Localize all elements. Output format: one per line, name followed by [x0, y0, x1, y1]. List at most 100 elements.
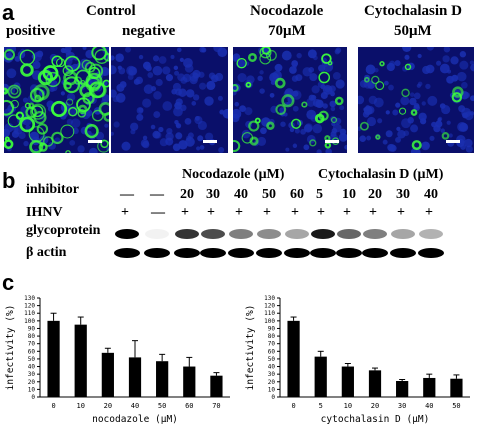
nucleus-spot: [332, 72, 341, 80]
infected-cell-spot: [25, 106, 37, 119]
nucleus-spot: [448, 133, 453, 138]
infected-cell-spot: [36, 123, 49, 135]
nucleus-spot: [322, 103, 328, 109]
nucleus-spot: [196, 146, 201, 151]
y-tick-label: 110: [24, 310, 35, 317]
inhibitor-dose-label: 60: [290, 187, 304, 202]
nucleus-spot: [217, 47, 228, 58]
cytochalasin-label: Cytochalasin D: [364, 3, 462, 19]
x-tick-label: 10: [344, 402, 352, 410]
nucleus-spot: [426, 47, 434, 51]
cytochalasin-header: Cytochalasin D (μM): [318, 167, 444, 182]
infected-cell-spot: [4, 139, 14, 150]
nucleus-spot: [104, 123, 109, 128]
nucleus-spot: [409, 97, 417, 106]
actin-band: [336, 248, 362, 258]
nucleus-spot: [395, 102, 401, 108]
nucleus-spot: [142, 98, 152, 108]
nucleus-spot: [175, 122, 180, 128]
nucleus-spot: [416, 83, 422, 88]
bar: [156, 361, 169, 397]
nucleus-spot: [162, 66, 171, 75]
nucleus-spot: [186, 135, 192, 142]
nucleus-spot: [394, 60, 401, 67]
nucleus-spot: [165, 132, 174, 141]
nucleus-spot: [192, 69, 201, 79]
nucleus-spot: [179, 57, 184, 62]
infected-cell-spot: [64, 55, 81, 72]
nucleus-spot: [330, 106, 336, 112]
infected-cell-spot: [31, 105, 44, 118]
nucleus-spot: [25, 124, 31, 131]
nucleus-spot: [175, 132, 183, 140]
nucleus-spot: [173, 106, 183, 117]
nucleus-spot: [384, 80, 389, 86]
micrograph-cytochalasin-svg: [358, 47, 474, 153]
inhibitor-dose-label: 40: [424, 187, 438, 202]
y-tick-label: 120: [264, 303, 275, 310]
infected-cell-spot: [371, 75, 380, 85]
nucleus-spot: [457, 121, 467, 132]
nucleus-spot: [204, 96, 214, 106]
scale-bar: [203, 140, 217, 143]
nucleus-spot: [186, 89, 195, 98]
y-tick-label: 120: [24, 303, 35, 310]
glycoprotein-band: [311, 229, 335, 239]
y-tick-label: 70: [268, 341, 276, 348]
nucleus-spot: [459, 60, 469, 70]
nucleus-spot: [140, 139, 149, 148]
nucleus-spot: [324, 86, 331, 93]
nucleus-spot: [417, 53, 422, 59]
nucleus-spot: [138, 54, 144, 60]
nucleus-spot: [464, 138, 473, 148]
nucleus-spot: [439, 63, 450, 74]
nucleus-spot: [374, 67, 379, 73]
infected-cell-spot: [77, 108, 87, 118]
infected-cell-spot: [259, 52, 272, 65]
nucleus-spot: [127, 74, 134, 80]
glycoprotein-band: [419, 229, 443, 239]
nucleus-spot: [395, 136, 401, 143]
x-tick-label: 40: [425, 402, 433, 410]
nucleus-spot: [14, 55, 21, 62]
nucleus-spot: [344, 144, 347, 150]
nucleus-spot: [365, 64, 376, 75]
nucleus-spot: [385, 110, 390, 115]
nucleus-spot: [429, 135, 435, 141]
nucleus-spot: [218, 147, 225, 153]
nucleus-spot: [155, 78, 163, 87]
nucleus-spot: [396, 126, 401, 132]
nucleus-spot: [433, 124, 441, 133]
y-tick-label: 10: [28, 386, 36, 393]
nucleus-spot: [410, 124, 419, 133]
nucleus-spot: [48, 141, 56, 150]
nucleus-spot: [23, 140, 29, 147]
nucleus-spot: [427, 95, 438, 106]
infected-cell-spot: [248, 120, 260, 132]
infected-cell-spot: [247, 52, 257, 62]
nucleus-spot: [158, 56, 167, 64]
bar: [396, 381, 409, 397]
nucleus-spot: [325, 148, 332, 153]
nucleus-spot: [159, 138, 168, 147]
infected-cell-spot: [97, 139, 109, 153]
y-tick-label: 40: [268, 364, 276, 371]
infected-cell-spot: [241, 132, 254, 144]
y-tick-label: 20: [28, 379, 36, 386]
nucleus-spot: [77, 145, 85, 153]
scale-bar: [325, 140, 339, 143]
positive-label: positive: [6, 23, 56, 39]
nucleus-spot: [446, 75, 455, 84]
y-tick-label: 100: [264, 318, 275, 325]
nucleus-spot: [237, 72, 247, 83]
x-tick-label: 50: [452, 402, 460, 410]
nucleus-spot: [241, 129, 251, 139]
nucleus-spot: [29, 131, 40, 142]
nucleus-spot: [339, 128, 347, 136]
nucleus-spot: [456, 71, 467, 82]
infected-cell-spot: [359, 121, 369, 131]
infected-cell-spot: [321, 53, 332, 64]
infected-cell-spot: [309, 139, 317, 147]
nucleus-spot: [178, 140, 188, 150]
